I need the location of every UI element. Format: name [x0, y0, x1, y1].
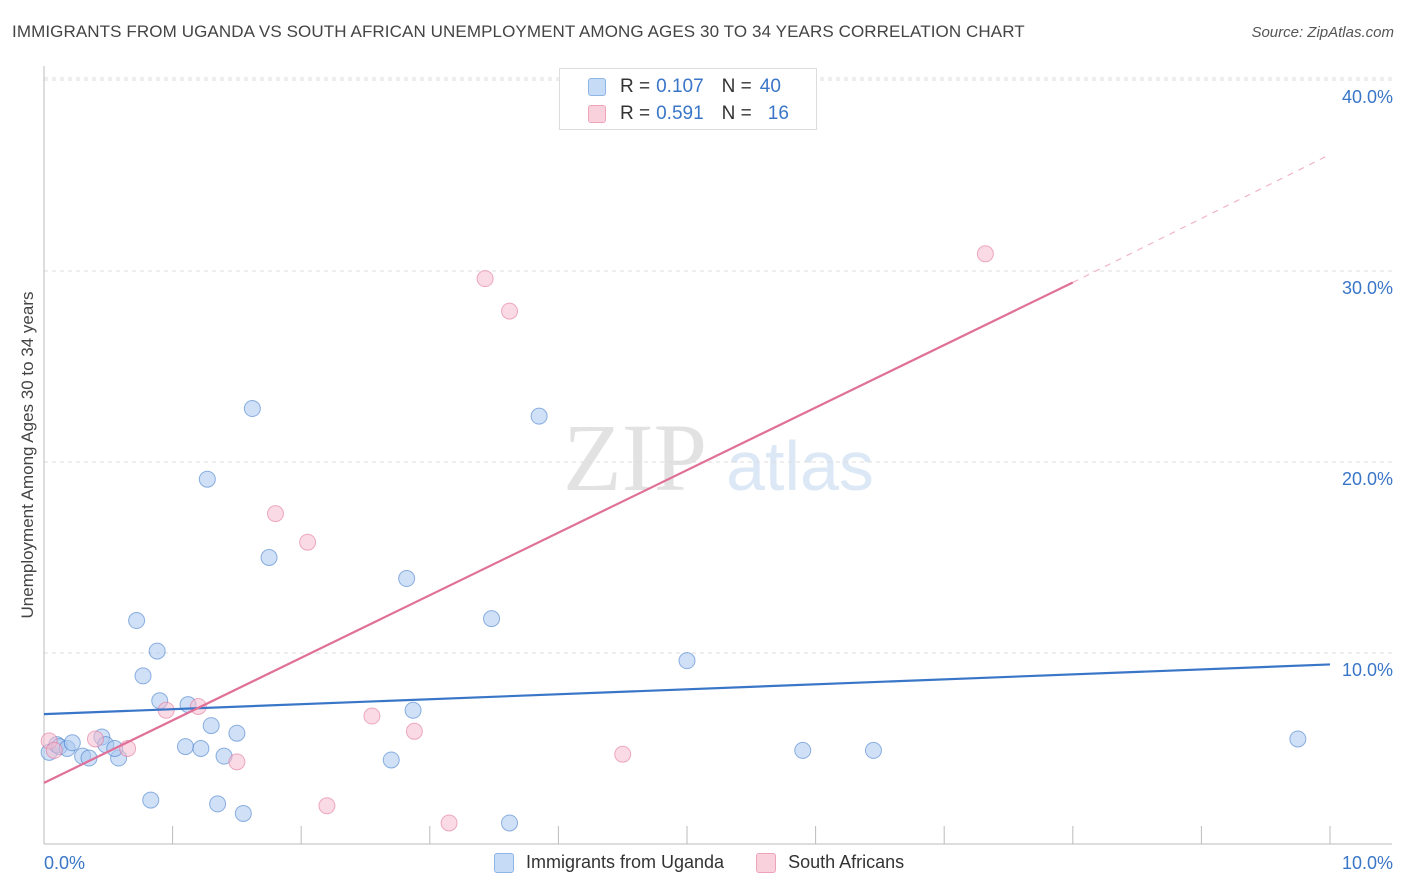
data-point-uganda [148, 642, 166, 660]
data-point-uganda [134, 667, 152, 685]
data-point-south-africans [501, 302, 519, 320]
data-point-south-africans [363, 707, 381, 725]
data-point-uganda [192, 740, 210, 757]
data-point-uganda [202, 717, 220, 735]
data-point-uganda [209, 795, 227, 813]
legend-n-label: N = [721, 76, 752, 97]
watermark-atlas: atlas [726, 427, 874, 505]
data-point-uganda [1289, 730, 1307, 748]
x-tick-label: 0.0% [44, 853, 85, 873]
data-point-uganda [176, 738, 194, 756]
data-point-uganda [142, 791, 160, 809]
legend-row-south-africans: R = 0.591 N = 16 [588, 103, 789, 125]
series-legend-south-africans: South Africans [756, 852, 904, 873]
trend-line-extension-south-africans [1072, 153, 1331, 283]
legend-swatch-uganda [588, 78, 606, 96]
legend-n-value: 16 [767, 103, 789, 124]
data-point-uganda [678, 652, 696, 670]
data-point-south-africans [440, 814, 458, 832]
legend: R = 0.107 N = 40 R = 0.591 N = 16 [559, 68, 817, 130]
x-tick-label: 10.0% [1342, 853, 1393, 873]
series-swatch-uganda [494, 852, 514, 873]
trend-line-south-africans [43, 281, 1074, 784]
data-point-uganda [530, 407, 548, 425]
y-tick-label: 20.0% [1342, 469, 1393, 489]
data-point-south-africans [476, 270, 494, 288]
data-point-south-africans [189, 697, 207, 715]
data-point-uganda [198, 470, 216, 488]
data-points [40, 245, 1307, 832]
data-point-uganda [404, 701, 422, 719]
data-point-south-africans [266, 505, 284, 523]
data-point-uganda [128, 612, 146, 630]
trend-lines [43, 153, 1331, 784]
data-point-south-africans [405, 722, 423, 740]
axes [43, 66, 1392, 845]
data-point-uganda [864, 741, 882, 759]
legend-n-label: N = [721, 103, 752, 124]
y-tick-label: 40.0% [1342, 87, 1393, 107]
series-legend-uganda: Immigrants from Uganda [494, 852, 724, 873]
data-point-uganda [794, 741, 812, 759]
legend-r-label: R = [620, 103, 651, 124]
data-point-south-africans [299, 533, 317, 551]
data-point-uganda [63, 734, 81, 752]
legend-n-value: 40 [759, 76, 781, 97]
watermark-zip: ZIP [563, 404, 707, 511]
data-point-uganda [260, 549, 278, 566]
data-point-uganda [234, 804, 252, 822]
data-point-south-africans [318, 797, 336, 815]
tick-labels: 10.0% 20.0% 30.0% 40.0% 0.0% 10.0% [44, 87, 1393, 873]
legend-row-uganda: R = 0.107 N = 40 [588, 76, 781, 98]
data-point-south-africans [228, 753, 246, 771]
gridlines [44, 77, 1392, 654]
data-point-south-africans [45, 741, 63, 759]
source-label: Source: ZipAtlas.com [1251, 24, 1394, 41]
data-point-south-africans [86, 730, 104, 748]
trend-line-uganda [43, 663, 1331, 716]
series-swatch-south-africans [756, 852, 777, 873]
chart-title: IMMIGRANTS FROM UGANDA VS SOUTH AFRICAN … [12, 22, 1025, 41]
data-point-uganda [501, 814, 519, 832]
series-label-uganda: Immigrants from Uganda [526, 852, 725, 872]
data-point-uganda [228, 724, 246, 742]
y-tick-label: 10.0% [1342, 660, 1393, 680]
data-point-uganda [382, 751, 400, 769]
y-tick-label: 30.0% [1342, 278, 1393, 298]
legend-r-label: R = [620, 76, 651, 97]
data-point-south-africans [976, 245, 994, 263]
data-point-uganda [243, 400, 261, 418]
legend-swatch-south-africans [588, 105, 606, 123]
legend-r-value: 0.107 [656, 76, 704, 97]
series-legend: Immigrants from Uganda South Africans [494, 852, 936, 873]
watermark: ZIP atlas [563, 404, 874, 511]
data-point-south-africans [614, 745, 632, 763]
series-label-south-africans: South Africans [788, 852, 905, 872]
legend-r-value: 0.591 [656, 103, 704, 124]
data-point-uganda [483, 610, 501, 628]
data-point-uganda [398, 570, 416, 588]
